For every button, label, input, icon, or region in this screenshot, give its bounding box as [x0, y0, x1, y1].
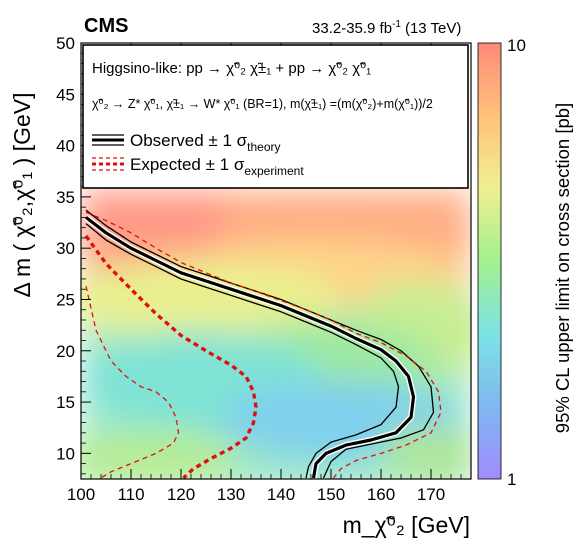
legend-decay: χ̃⁰₂ → Z* χ̃⁰₁, χ̃±₁ → W* χ̃⁰₁ (BR=1), m…	[92, 97, 433, 111]
experiment-label: CMS	[84, 15, 128, 37]
contour-observed	[85, 216, 416, 479]
colorbar-min-label: 1	[507, 470, 516, 489]
svg-text:33.2-35.9 fb-1(13 TeV): 33.2-35.9 fb-1 (13 TeV)	[312, 19, 461, 37]
luminosity-unit-exponent: -1	[392, 19, 401, 30]
color-bar: 10 1 95% CL upper limit on cross section…	[477, 36, 573, 489]
y-tick-label: 25	[56, 290, 75, 309]
y-tick-label: 40	[56, 137, 75, 156]
y-tick-label: 10	[56, 444, 75, 463]
y-tick-label: 15	[56, 393, 75, 412]
contour-observed-1-sigma-theory	[85, 223, 400, 479]
x-tick-label: 140	[267, 485, 295, 504]
x-tick-label: 120	[167, 485, 195, 504]
x-tick-label: 130	[217, 485, 245, 504]
colorbar-title: 95% CL upper limit on cross section [pb]	[552, 103, 573, 433]
legend-expected-label: Expected ± 1 σ	[130, 155, 245, 174]
y-tick-label: 20	[56, 342, 75, 361]
x-tick-label: 160	[367, 485, 395, 504]
legend-observed-subscript: theory	[247, 140, 280, 154]
contour-expected-1-sigma-experiment	[85, 285, 180, 479]
y-axis-title: Δ m ( χ̃⁰₂,χ̃⁰₁ ) [GeV]	[9, 93, 35, 298]
legend-observed-label: Observed ± 1 σ	[130, 131, 248, 150]
contour-expected-1-sigma-experiment	[85, 211, 442, 479]
svg-text:Expected ± 1 σexperiment: Expected ± 1 σexperiment	[130, 155, 304, 178]
y-tick-label: 35	[56, 188, 75, 207]
svg-text:Observed ± 1 σtheory: Observed ± 1 σtheory	[130, 131, 281, 154]
contour-observed-1-sigma-theory	[85, 209, 435, 479]
axis-ticks: 100 110 120 130 140 150 160 170 10 15 20 25 30 35 40 45…	[56, 34, 462, 504]
y-tick-label: 45	[56, 85, 75, 104]
y-tick-label: 50	[56, 34, 75, 53]
y-tick-label: 30	[56, 239, 75, 258]
x-tick-label: 100	[67, 485, 95, 504]
plot-frame	[80, 42, 472, 480]
legend: Higgsino-like: pp → χ̃⁰₂ χ̃±₁ + pp → χ̃⁰…	[82, 44, 469, 189]
legend-process: Higgsino-like: pp → χ̃⁰₂ χ̃±₁ + pp → χ̃⁰…	[92, 60, 371, 77]
x-axis-title: m_χ̃⁰₂ [GeV]	[343, 512, 470, 538]
x-tick-label: 150	[317, 485, 345, 504]
contour-expected	[84, 234, 258, 479]
legend-expected-subscript: experiment	[244, 164, 304, 178]
luminosity-label: 33.2-35.9 fb	[312, 20, 392, 37]
x-tick-label: 110	[117, 485, 144, 504]
x-tick-label: 170	[417, 485, 445, 504]
energy-label: (13 TeV)	[405, 20, 461, 37]
colorbar-max-label: 10	[507, 36, 526, 55]
